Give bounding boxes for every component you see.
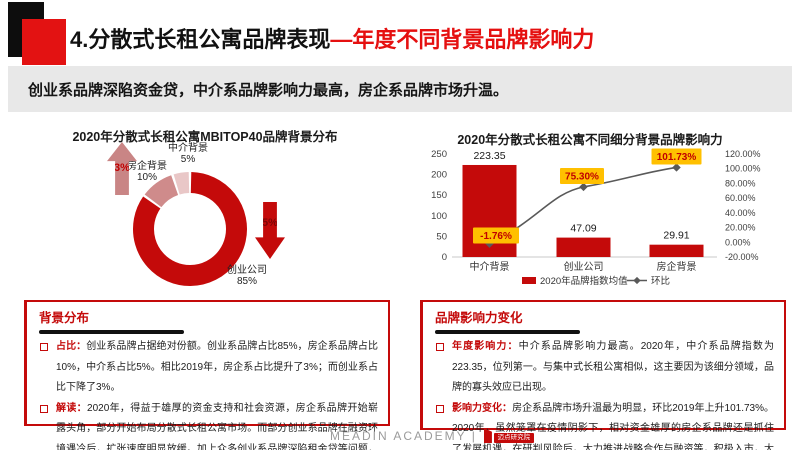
bar-1: [556, 237, 611, 257]
legend-line-label: 环比: [651, 275, 670, 287]
donut-chart-title: 2020年分散式长租公寓MBITOP40品牌背景分布: [72, 130, 338, 144]
bullet-item: 影响力变化：房企系品牌市场升温最为明显，环比2019年上升101.73%。202…: [435, 399, 774, 450]
analysis-box-title: 品牌影响力变化: [435, 311, 523, 325]
line-value-label: 75.30%: [565, 172, 599, 183]
square-bullet-icon: [40, 404, 48, 413]
combo-chart-title: 2020年分散式长租公寓不同细分背景品牌影响力: [457, 133, 723, 147]
bullet-item: 解读：2020年，得益于雄厚的资金支持和社会资源，房企系品牌开始崭露头角，部分开…: [39, 399, 378, 450]
donut-segment-0: [133, 172, 247, 286]
category-label: 房企背景: [657, 260, 697, 273]
logo-text: 迈点研究院: [493, 433, 534, 443]
right-axis-tick: 40.00%: [725, 208, 756, 218]
bar-value-label: 47.09: [570, 223, 596, 235]
logo-flag-icon: [483, 428, 492, 443]
line-value-label: -1.76%: [480, 231, 512, 242]
bullet-item: 年度影响力：中介系品牌影响力最高。2020年，中介系品牌指数为223.35，位列…: [435, 337, 774, 399]
legend-bar-label: 2020年品牌指数均值: [540, 275, 628, 287]
analysis-box-influence-change: 品牌影响力变化 年度影响力：中介系品牌影响力最高。2020年，中介系品牌指数为2…: [420, 300, 786, 450]
left-axis-tick: 200: [431, 170, 447, 181]
category-label: 中介背景: [470, 260, 510, 273]
up-arrow-value: 3%: [114, 162, 130, 174]
title-underline: [39, 330, 184, 334]
donut-label-startup: 创业公司 85%: [227, 265, 267, 287]
line-label-bg: [651, 148, 702, 165]
left-axis-tick: 150: [431, 190, 447, 201]
left-axis-tick: 100: [431, 211, 447, 222]
red-square-decoration: [22, 19, 66, 65]
line-label-bg: [473, 227, 519, 244]
donut-segment-1: [144, 175, 179, 208]
line-label-bg: [560, 168, 604, 184]
right-axis-tick: -20.00%: [725, 252, 759, 262]
donut-label-intermediary: 中介背景 5%: [168, 143, 208, 165]
page-title-black: 4.分散式长租公寓品牌表现: [70, 27, 331, 52]
footer: MEADIN ACADEMY | 迈点研究院: [330, 428, 534, 443]
category-label: 创业公司: [564, 260, 604, 273]
donut-label-developer: 房企背景 10%: [127, 161, 167, 183]
summary-banner: 创业系品牌深陷资金贷，中介系品牌影响力最高，房企系品牌市场升温。: [8, 66, 792, 112]
title-underline: [435, 330, 580, 334]
right-axis-tick: 0.00%: [725, 237, 751, 247]
bar-value-label: 29.91: [663, 230, 689, 242]
left-axis-tick: 250: [431, 149, 447, 160]
analysis-box-background-distribution: 背景分布 占比：创业系品牌占据绝对份额。创业系品牌占比85%，房企系品牌占比10…: [24, 300, 390, 450]
right-axis-tick: 120.00%: [725, 149, 761, 159]
square-bullet-icon: [436, 404, 444, 413]
right-axis-tick: 80.00%: [725, 178, 756, 188]
analysis-box-title: 背景分布: [39, 311, 90, 325]
bullet-item: 占比：创业系品牌占据绝对份额。创业系品牌占比85%，房企系品牌占比10%，中介系…: [39, 337, 378, 399]
line-value-label: 101.73%: [657, 152, 697, 163]
legend-bar-swatch: [522, 277, 536, 284]
combo-chart: 0 50 100 150 200 250 -20.00% 0.00% 20.00% 40.00% 6…: [431, 148, 761, 287]
meadin-logo: 迈点研究院: [483, 428, 534, 443]
right-axis-tick: 20.00%: [725, 223, 756, 233]
down-arrow-value: 5%: [262, 217, 278, 229]
page-title: 4.分散式长租公寓品牌表现—年度不同背景品牌影响力: [70, 22, 594, 54]
left-axis-tick: 0: [442, 252, 447, 263]
down-arrow-icon: 5%: [255, 202, 285, 259]
bullet-list: 年度影响力：中介系品牌影响力最高。2020年，中介系品牌指数为223.35，位列…: [435, 337, 774, 450]
legend-line-marker: [633, 276, 641, 285]
bar-2: [649, 244, 704, 257]
donut-chart: [133, 172, 247, 286]
left-axis-tick: 50: [436, 231, 447, 242]
bullet-list: 占比：创业系品牌占据绝对份额。创业系品牌占比85%，房企系品牌占比10%，中介系…: [39, 337, 378, 450]
right-axis-tick: 60.00%: [725, 193, 756, 203]
bar-value-label: 223.35: [473, 150, 505, 162]
right-axis-tick: 100.00%: [725, 164, 761, 174]
square-bullet-icon: [40, 343, 48, 351]
square-bullet-icon: [436, 343, 444, 351]
brand-text: MEADIN ACADEMY |: [330, 428, 477, 443]
page-title-red: —年度不同背景品牌影响力: [330, 27, 595, 52]
donut-segment-2: [173, 172, 190, 195]
summary-text: 创业系品牌深陷资金贷，中介系品牌影响力最高，房企系品牌市场升温。: [28, 82, 509, 99]
